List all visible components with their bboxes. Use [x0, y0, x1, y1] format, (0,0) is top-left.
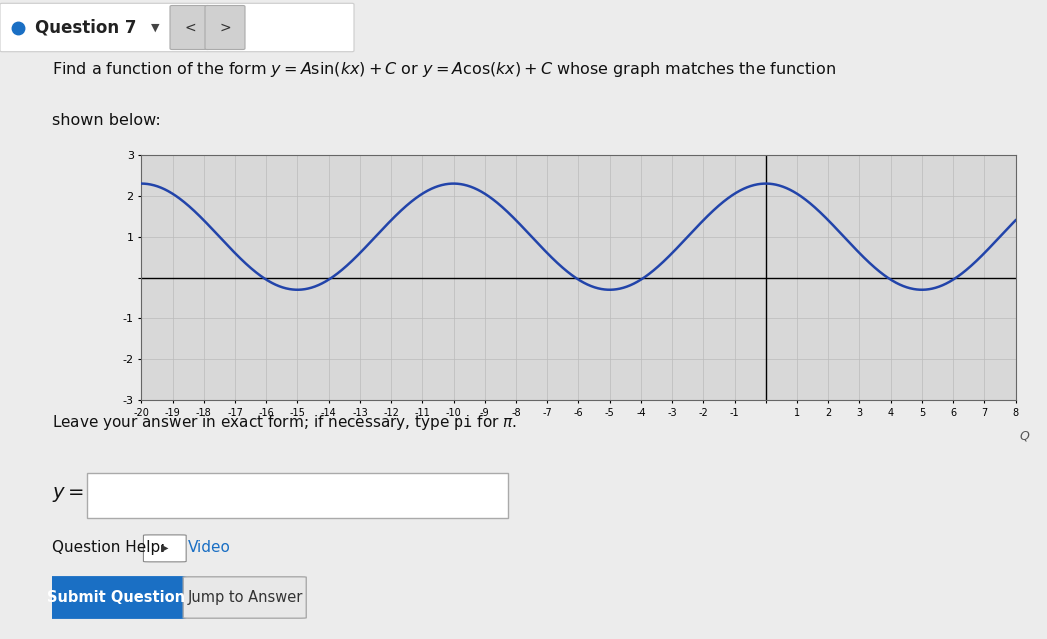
FancyBboxPatch shape [183, 577, 306, 618]
Text: shown below:: shown below: [52, 113, 161, 128]
Text: >: > [219, 20, 230, 35]
FancyBboxPatch shape [47, 577, 186, 618]
FancyBboxPatch shape [143, 535, 186, 562]
FancyBboxPatch shape [0, 3, 354, 52]
Text: Question 7: Question 7 [35, 19, 136, 36]
Text: Video: Video [187, 540, 230, 555]
Text: Jump to Answer: Jump to Answer [187, 590, 303, 605]
Text: Q: Q [1020, 429, 1030, 442]
FancyBboxPatch shape [170, 6, 210, 49]
FancyBboxPatch shape [205, 6, 245, 49]
Text: Submit Question: Submit Question [47, 590, 185, 605]
Text: Find a function of the form $y = A\sin(kx) + C$ or $y = A\cos(kx) + C$ whose gra: Find a function of the form $y = A\sin(k… [52, 60, 837, 79]
Text: <: < [184, 20, 196, 35]
Text: $y =$: $y =$ [52, 486, 85, 505]
Text: ▶: ▶ [161, 543, 169, 553]
Text: Question Help:: Question Help: [52, 540, 165, 555]
Text: Leave your answer in exact form; if necessary, type $\mathtt{pi}$ for $\pi$.: Leave your answer in exact form; if nece… [52, 413, 517, 432]
Text: ▼: ▼ [151, 22, 159, 33]
FancyBboxPatch shape [87, 473, 508, 518]
